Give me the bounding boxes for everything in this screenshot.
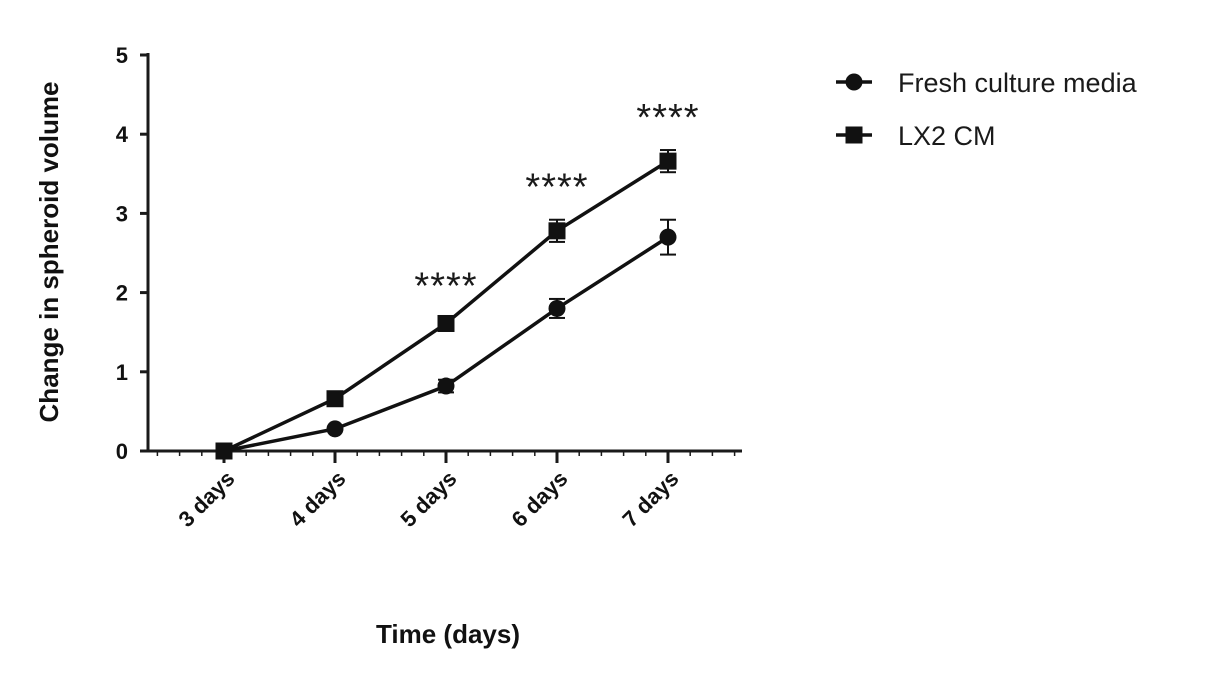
y-tick-label: 0 — [116, 439, 128, 464]
x-tick-label: 3 days — [173, 466, 239, 532]
data-point-circle — [548, 299, 566, 317]
x-axis-ticks: 3 days 4 days 5 days 6 days 7 days — [156, 451, 736, 532]
x-tick-label: 7 days — [617, 466, 683, 532]
legend-label: LX2 CM — [898, 121, 996, 151]
data-point-square — [215, 442, 233, 460]
x-axis-title: Time (days) — [376, 619, 520, 649]
legend-circle-marker — [845, 73, 863, 91]
legend-label: Fresh culture media — [898, 68, 1138, 98]
data-point-circle — [326, 420, 344, 438]
legend-item: Fresh culture media — [836, 68, 1138, 98]
data-point-square — [326, 390, 344, 408]
significance-marker: **** — [414, 266, 477, 308]
y-tick-label: 3 — [116, 201, 128, 226]
significance-marker: **** — [636, 97, 699, 139]
legend: Fresh culture media LX2 CM — [836, 68, 1138, 151]
significance-marker: **** — [525, 167, 588, 209]
data-point-square — [437, 314, 455, 332]
y-axis-ticks: 0 1 2 3 4 5 — [116, 43, 148, 464]
significance-annotations: **** **** **** — [414, 97, 699, 308]
x-tick-label: 6 days — [506, 466, 572, 532]
series-square — [215, 149, 677, 460]
y-tick-label: 2 — [116, 281, 128, 306]
x-tick-label: 5 days — [395, 466, 461, 532]
y-axis-title: Change in spheroid volume — [34, 82, 64, 423]
plot-area: 0 1 2 3 4 5 3 days 4 days 5 days 6 days 7 days **… — [116, 43, 742, 532]
legend-square-marker — [845, 126, 863, 144]
data-point-square — [659, 152, 677, 170]
data-point-circle — [437, 377, 455, 395]
y-tick-label: 1 — [116, 360, 128, 385]
legend-item: LX2 CM — [836, 121, 996, 151]
data-point-circle — [659, 228, 677, 246]
y-tick-label: 5 — [116, 43, 128, 68]
y-tick-label: 4 — [116, 122, 129, 147]
series-layer — [215, 149, 677, 460]
data-point-square — [548, 222, 566, 240]
x-tick-label: 4 days — [284, 466, 350, 532]
